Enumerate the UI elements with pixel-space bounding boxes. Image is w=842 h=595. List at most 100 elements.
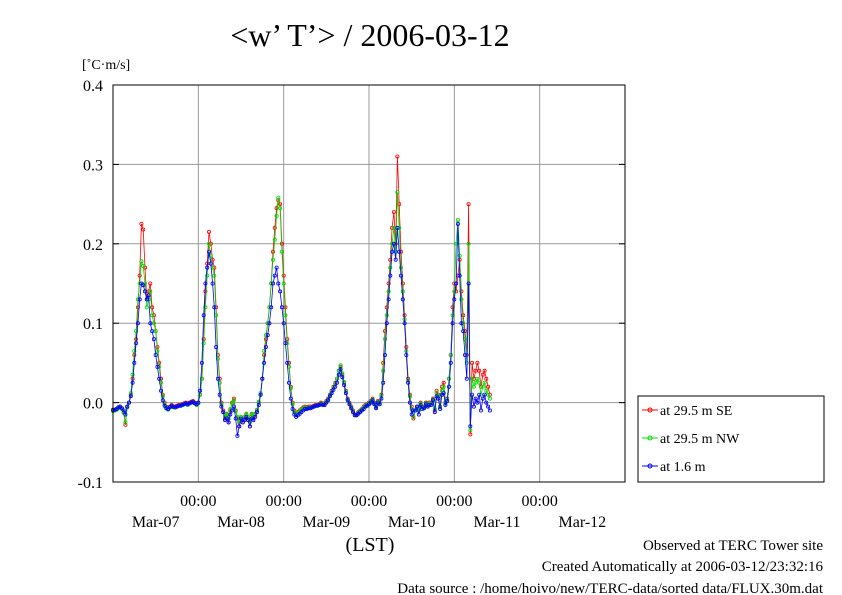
data-point	[443, 402, 448, 407]
data-point	[470, 392, 475, 397]
data-point	[477, 368, 482, 373]
y-tick-label: 0.1	[83, 316, 103, 333]
data-point	[270, 249, 275, 254]
x-tick-label: 00:00	[436, 493, 472, 510]
legend-label: at 29.5 m NW	[660, 432, 740, 447]
data-point	[276, 195, 281, 200]
data-point	[267, 321, 272, 326]
data-point	[215, 356, 220, 361]
data-point	[391, 241, 396, 246]
data-point	[123, 412, 128, 417]
data-point	[203, 281, 208, 286]
data-point	[256, 402, 261, 407]
data-point	[237, 420, 242, 425]
data-point	[196, 400, 201, 405]
data-point	[468, 432, 473, 437]
data-point	[468, 428, 473, 433]
data-point	[340, 375, 345, 380]
data-point	[480, 372, 485, 377]
data-point	[334, 380, 339, 385]
data-point	[482, 392, 487, 397]
data-point	[372, 402, 377, 407]
data-point	[450, 313, 455, 318]
data-point	[208, 261, 213, 266]
data-point	[206, 249, 211, 254]
data-point	[395, 190, 400, 195]
data-point	[137, 297, 142, 302]
x-tick-label: 00:00	[180, 493, 216, 510]
data-point	[471, 384, 476, 389]
data-point	[290, 406, 295, 411]
data-point	[459, 297, 464, 302]
data-point	[235, 433, 240, 438]
data-point	[459, 321, 464, 326]
data-point	[228, 412, 233, 417]
data-point	[224, 416, 229, 421]
data-point	[139, 259, 144, 264]
data-point	[262, 360, 267, 365]
data-point	[411, 408, 416, 413]
data-point	[270, 281, 275, 286]
y-tick-label: 0.0	[83, 396, 103, 413]
data-point	[379, 396, 384, 401]
data-point	[470, 376, 475, 381]
data-point	[329, 391, 334, 396]
plot-frame	[112, 84, 626, 483]
data-point	[212, 273, 217, 278]
data-point	[279, 249, 284, 254]
data-point	[455, 217, 460, 222]
data-point	[281, 321, 286, 326]
data-point	[276, 281, 281, 286]
data-point	[352, 413, 357, 418]
data-point	[151, 337, 156, 342]
data-point	[206, 241, 211, 246]
series-1	[111, 154, 492, 437]
data-point	[121, 408, 126, 413]
data-point	[418, 402, 423, 407]
data-point	[230, 401, 235, 406]
y-axis-ticks: -0.1 0.0 0.1 0.2 0.3 0.4	[78, 78, 625, 492]
x-tick-label: 00:00	[265, 493, 301, 510]
legend-box	[637, 395, 825, 483]
data-point	[158, 380, 163, 385]
data-point	[148, 321, 153, 326]
data-point	[338, 367, 343, 372]
data-point	[139, 221, 144, 226]
data-point	[279, 305, 284, 310]
data-series	[111, 154, 492, 438]
data-point	[214, 344, 219, 349]
data-point	[450, 305, 455, 310]
data-point	[452, 297, 457, 302]
data-point	[233, 416, 238, 421]
data-point	[381, 380, 386, 385]
data-point	[471, 404, 476, 409]
data-point	[432, 410, 437, 415]
data-point	[349, 406, 354, 411]
data-point	[247, 424, 252, 429]
legend-marker	[647, 435, 653, 441]
data-point	[377, 402, 382, 407]
data-point	[134, 329, 139, 334]
data-point	[141, 227, 146, 232]
data-point	[333, 384, 338, 389]
data-point	[347, 402, 352, 407]
x-day-label: Mar-09	[302, 514, 350, 531]
data-point	[413, 408, 418, 413]
y-tick-label: 0.3	[83, 157, 103, 174]
data-point	[237, 424, 242, 429]
data-point	[157, 376, 162, 381]
data-point	[212, 305, 217, 310]
data-point	[153, 352, 158, 357]
y-tick-label: 0.2	[83, 237, 103, 254]
data-point	[381, 368, 386, 373]
data-point	[391, 209, 396, 214]
data-point	[160, 398, 165, 403]
data-point	[217, 392, 222, 397]
data-point	[278, 206, 283, 211]
data-point	[430, 398, 435, 403]
data-point	[246, 418, 251, 423]
data-point	[313, 403, 318, 408]
data-point	[302, 406, 307, 411]
data-point	[388, 257, 393, 262]
